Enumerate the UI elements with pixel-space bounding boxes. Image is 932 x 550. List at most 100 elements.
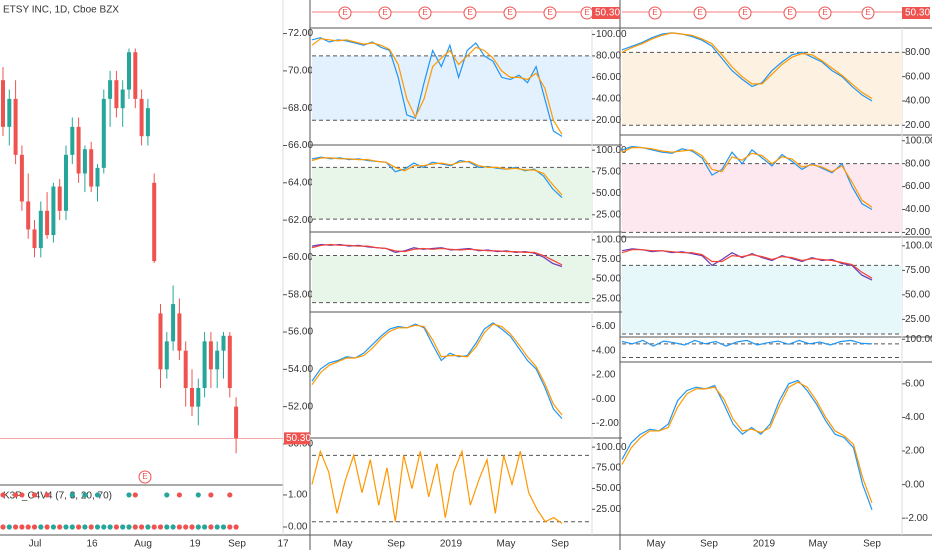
earnings-icon (138, 470, 152, 484)
earnings-icon (818, 6, 832, 20)
y-tick-label: 100.00 (596, 145, 627, 156)
earnings-label: E (342, 8, 347, 17)
y-tick-label: 70.00 (288, 66, 313, 77)
y-tick-label: 100.00 (905, 135, 932, 146)
signal-dot (189, 524, 195, 530)
candle-body (114, 80, 119, 109)
signal-dot (164, 492, 170, 498)
signal-dot (233, 524, 239, 530)
y-tick-label: 2.00 (596, 370, 616, 381)
x-tick-label: May (647, 539, 666, 550)
price-badge (284, 432, 310, 445)
candle-body (19, 154, 24, 202)
chart-title: ETSY INC, 1D, Cboe BZX (3, 5, 119, 16)
candle-body (152, 182, 157, 262)
candle-body (26, 201, 31, 230)
x-tick-label: Sep (387, 539, 405, 550)
signal-dot (13, 492, 19, 498)
indicator-line (621, 32, 873, 100)
earnings-icon (783, 6, 797, 20)
signal-dot (69, 492, 75, 498)
y-tick-label: 40.00 (905, 96, 930, 107)
candle-body (57, 186, 62, 211)
earnings-icon (378, 6, 392, 20)
candle-body (108, 80, 113, 99)
y-tick-label: 25.00 (596, 293, 621, 304)
y-tick-label: 60.00 (905, 181, 930, 192)
band (312, 167, 592, 220)
y-tick-label: 25.00 (596, 504, 621, 515)
indicator-line (311, 449, 563, 524)
x-tick-label: Jul (29, 539, 42, 550)
price-badge-label: 50.30 (905, 8, 930, 19)
candle-body (183, 350, 188, 388)
candle-body (45, 210, 50, 236)
x-tick-label: 19 (189, 539, 201, 550)
y-tick-label: 0.00 (905, 479, 925, 490)
earnings-icon (543, 6, 557, 20)
y-tick-label: 50.00 (596, 483, 621, 494)
indicator-title: K3P_C4V4 (7, 3, 20, 70) (3, 491, 112, 502)
y-tick-label: 80.00 (905, 47, 930, 58)
candle-body (145, 108, 150, 137)
candle-body (70, 126, 75, 155)
y-tick-label: 0.00 (288, 522, 308, 533)
x-tick-label: May (809, 539, 828, 550)
y-tick-label: 50.00 (596, 188, 621, 199)
signal-dot (31, 524, 38, 530)
indicator-line (311, 157, 563, 196)
indicator-line (621, 249, 873, 279)
band (312, 255, 592, 303)
candle-body (208, 341, 213, 370)
price-badge (902, 7, 930, 19)
candle-body (158, 313, 163, 370)
indicator-line (311, 38, 563, 135)
x-tick-label: 2019 (440, 539, 463, 550)
signal-dot (151, 524, 157, 530)
x-tick-label: Sep (863, 539, 881, 550)
signal-dot (38, 524, 44, 530)
signal-dot (202, 524, 208, 530)
earnings-label: E (697, 8, 702, 17)
earnings-icon (503, 6, 517, 20)
y-tick-label: 4.00 (905, 412, 925, 423)
y-tick-label: 20.00 (905, 227, 930, 238)
signal-dot (164, 524, 170, 530)
earnings-icon (463, 6, 477, 20)
signal-dot (195, 492, 201, 498)
candle-body (51, 186, 56, 236)
signal-dot (214, 524, 220, 530)
candle-body (215, 350, 220, 370)
candle-body (82, 149, 87, 174)
y-tick-label: 40.00 (596, 93, 621, 104)
y-tick-label: 100.00 (905, 334, 932, 345)
indicator-line (311, 37, 563, 137)
y-tick-label: 75.00 (596, 254, 621, 265)
candle-body (139, 98, 144, 137)
signal-dot (132, 524, 138, 530)
candle-body (64, 154, 68, 211)
y-tick-label: 6.00 (905, 378, 925, 389)
signal-dot (82, 524, 88, 530)
earnings-icon (738, 6, 752, 20)
y-tick-label: -2.00 (596, 418, 619, 429)
y-tick-label: 25.00 (905, 314, 930, 325)
candle-body (227, 335, 232, 388)
signal-dot (63, 524, 69, 530)
y-tick-label: 60.00 (596, 72, 621, 83)
signal-dot (31, 492, 38, 498)
earnings-label: E (822, 8, 827, 17)
signal-dot (208, 492, 214, 498)
earnings-icon (861, 6, 875, 20)
y-tick-label: 50.00 (596, 274, 621, 285)
indicator-line (621, 381, 873, 504)
signal-dot (157, 524, 164, 530)
earnings-label: E (865, 8, 870, 17)
y-tick-label: 60.00 (905, 71, 930, 82)
candle-body (127, 52, 131, 90)
candle-body (221, 335, 226, 351)
signal-dot (126, 492, 132, 498)
earnings-label: E (787, 8, 792, 17)
band (622, 163, 902, 233)
signal-dot (139, 524, 145, 530)
